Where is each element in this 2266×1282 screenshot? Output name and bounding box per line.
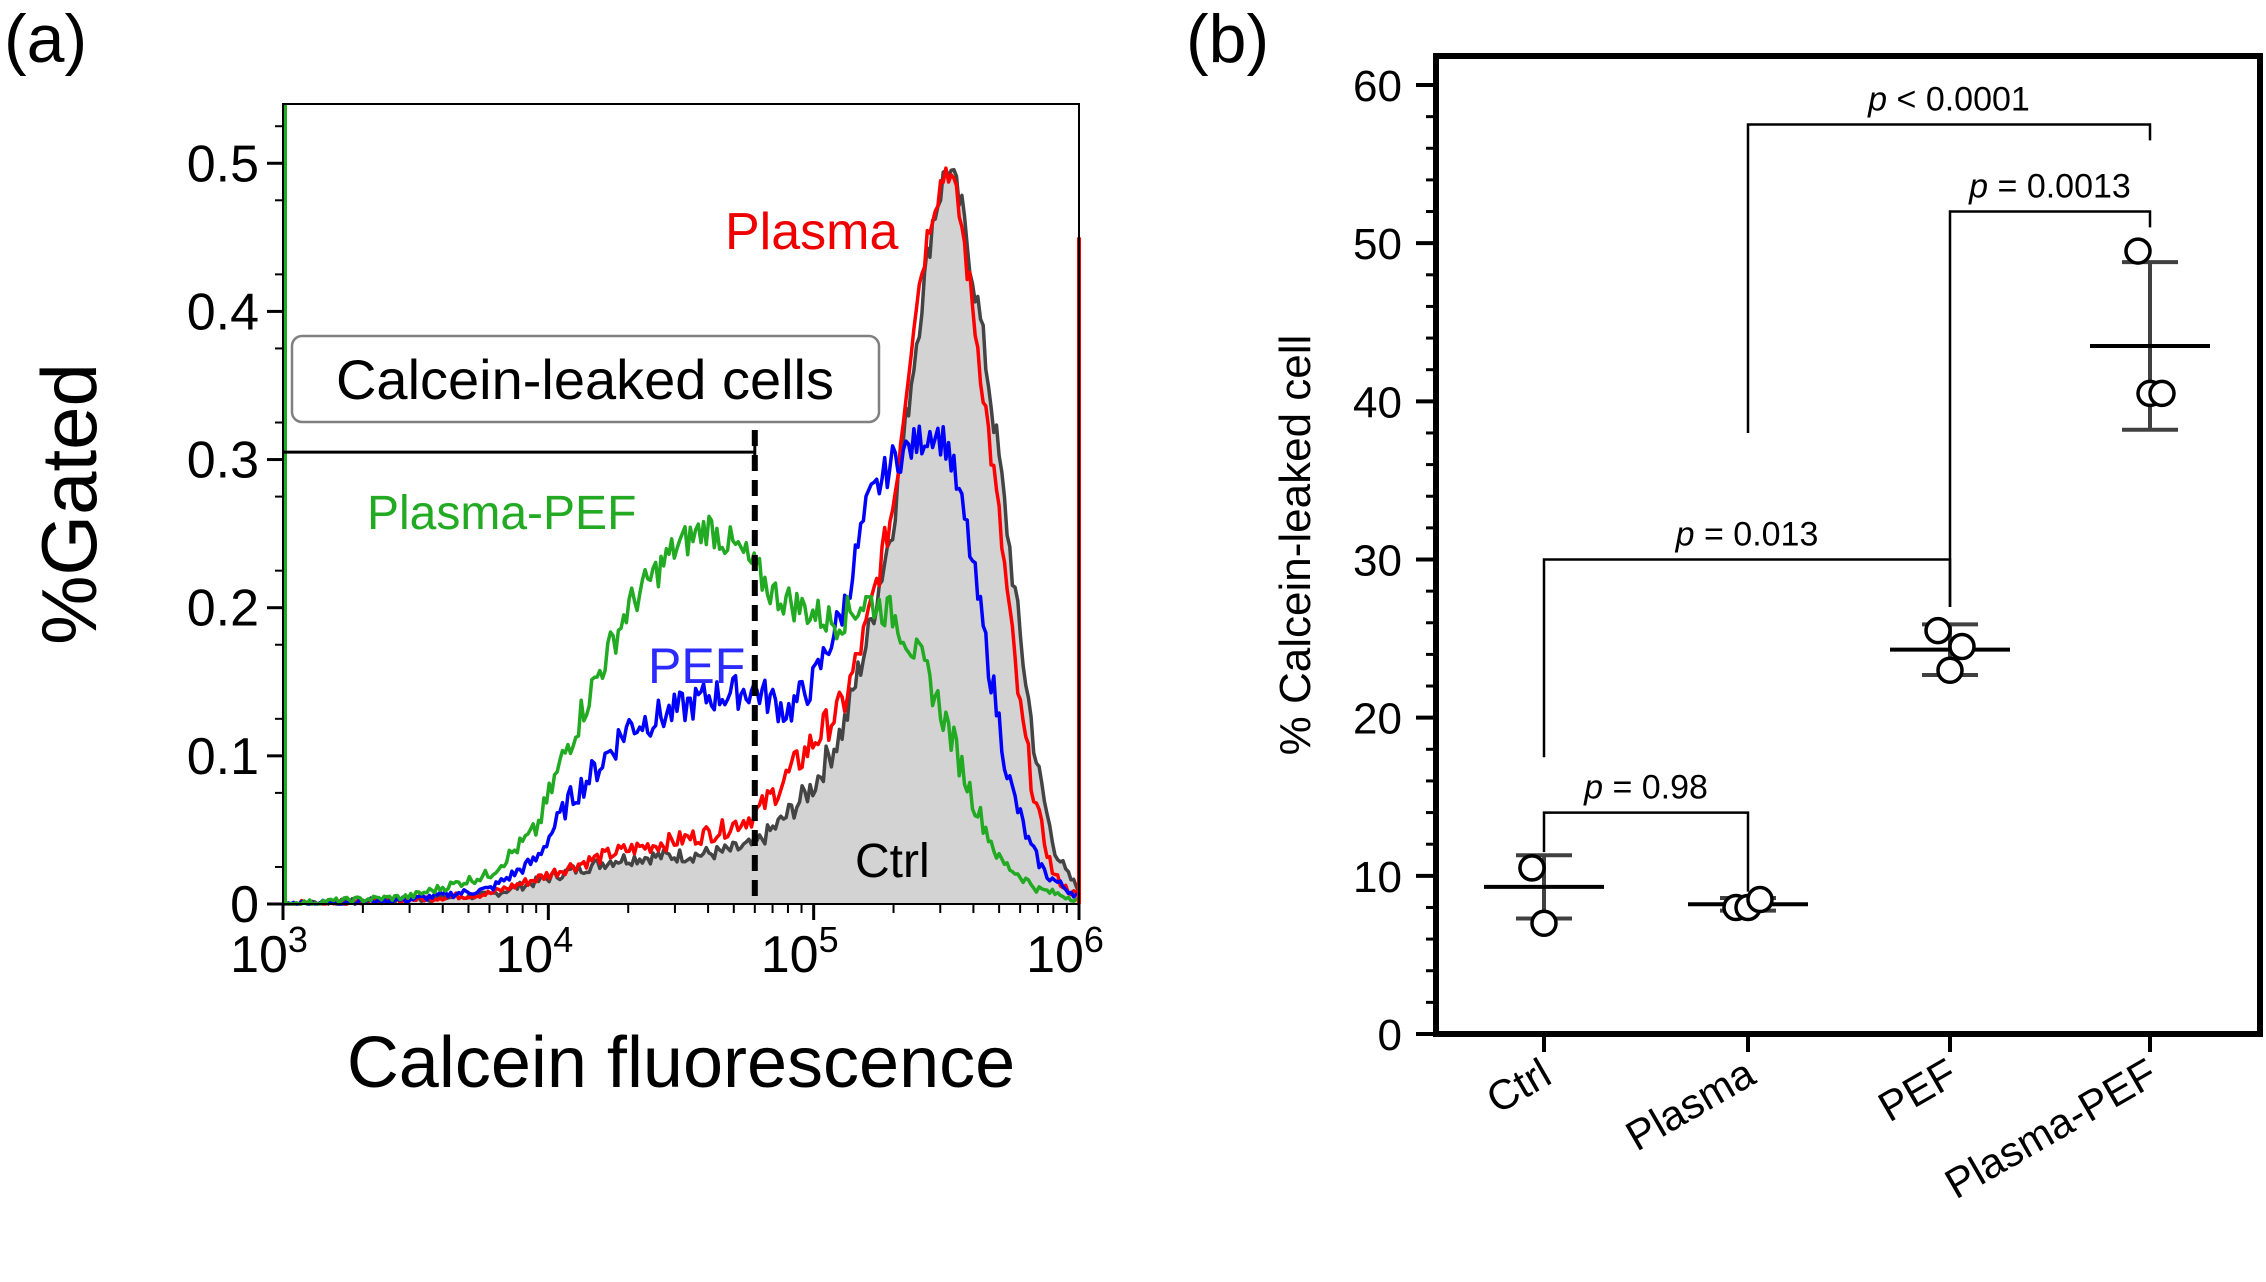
data-point (2148, 379, 2176, 408)
gate-label-box (290, 334, 881, 424)
group-plasma (1688, 885, 1808, 922)
series-label-plasma: Plasma (725, 203, 898, 261)
b-y-tick-label: 60 (1353, 62, 1402, 111)
data-point (1924, 616, 1952, 645)
data-point (1530, 909, 1558, 938)
group-pef (1890, 616, 2010, 684)
data-point (1936, 656, 1964, 684)
series-fill-ctrl (283, 169, 1079, 904)
series-line-plasma (281, 166, 1080, 906)
panel-b-plot-frame (1433, 53, 2263, 1037)
category-label-plasma-pef: Plasma-PEF (1937, 1049, 2165, 1208)
x-tick-label: 103 (230, 919, 308, 984)
y-tick-label: 0.1 (187, 728, 259, 786)
significance-bracket-ctrl-vs-pef (1542, 558, 1952, 758)
p-value-label: p = 0.013 (1675, 516, 1819, 554)
b-y-tick-label: 20 (1353, 695, 1402, 744)
y-tick-label: 0.2 (187, 580, 259, 638)
b-y-tick-label: 0 (1378, 1011, 1402, 1060)
y-tick-label: 0.5 (187, 135, 259, 193)
panel-a-y-axis-title: %Gated (25, 363, 113, 645)
data-point (1746, 885, 1774, 914)
series-label-pef: PEF (648, 638, 745, 694)
category-label-pef: PEF (1870, 1049, 1964, 1131)
y-tick-label: 0 (230, 876, 259, 934)
series-line-pef (282, 424, 1080, 906)
panel-b-y-axis-title: % Calcein-leaked cell (1271, 335, 1320, 756)
p-value-label: p = 0.0013 (1968, 168, 2131, 206)
p-value-label: p = 0.98 (1583, 769, 1708, 807)
y-tick-label: 0.3 (187, 432, 259, 490)
x-tick-label: 105 (761, 919, 839, 984)
series-line-plasma-pef (282, 514, 1080, 906)
group-ctrl (1484, 853, 1604, 938)
group-plasma-pef (2090, 237, 2210, 432)
significance-bracket-ctrl-vs-plasma (1542, 811, 1750, 892)
panel-a: (a) 0 0.1 0.2 0.3 0.4 0.5 103 104 105 106 Calcei… (4, 1, 1104, 1103)
category-label-plasma: Plasma (1618, 1049, 1763, 1160)
b-y-tick-label: 10 (1353, 853, 1402, 902)
x-tick-label: 104 (495, 919, 573, 984)
series-label-plasma-pef: Plasma-PEF (367, 487, 636, 540)
b-y-tick-label: 40 (1353, 378, 1402, 427)
series-label-ctrl: Ctrl (855, 835, 930, 888)
ctrl-histogram-fill (283, 169, 1079, 904)
panel-b: (b) 0 10 20 30 40 50 60 p = 0.98 p = 0.013 p = 0… (1186, 1, 2263, 1208)
b-y-tick-label: 50 (1353, 220, 1402, 269)
panel-a-x-axis-title: Calcein fluorescence (347, 1023, 1015, 1103)
data-point (1948, 632, 1976, 661)
x-tick-label: 106 (1026, 919, 1104, 984)
significance-bracket-pef-vs-plasma-pef (1948, 210, 2152, 607)
data-point (2124, 237, 2152, 265)
y-tick-label: 0.4 (187, 283, 259, 341)
b-y-tick-label: 30 (1353, 537, 1402, 586)
data-point (1518, 854, 1546, 882)
panel-a-plot-frame (282, 103, 1080, 905)
p-value-label: p < 0.0001 (1867, 81, 2030, 119)
panel-b-label: (b) (1186, 1, 1269, 77)
significance-bracket-plasma-vs-plasma-pef (1746, 123, 2152, 433)
panel-a-label: (a) (4, 1, 87, 77)
gate-label: Calcein-leaked cells (336, 348, 834, 411)
category-label-ctrl: Ctrl (1478, 1049, 1558, 1122)
